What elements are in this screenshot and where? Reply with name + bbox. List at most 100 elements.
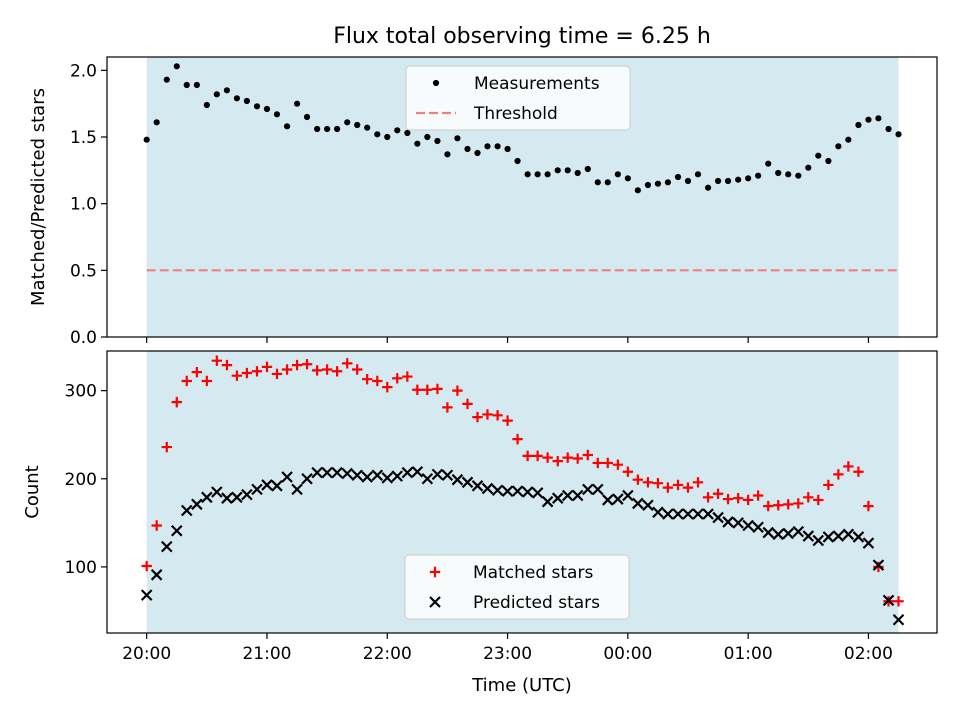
predicted-star-point: [812, 534, 825, 547]
matched-star-point: [472, 411, 483, 423]
measurement-point: [564, 167, 571, 174]
ratio-y-axis-label: Matched/Predicted stars: [28, 88, 49, 306]
predicted-star-point: [702, 508, 714, 520]
matched-star-point: [382, 381, 393, 393]
y-tick-label: 1.0: [70, 195, 97, 215]
matched-star-point: [793, 498, 804, 509]
predicted-star-point: [752, 521, 764, 534]
matched-star-point: [412, 384, 423, 395]
measurement-point: [364, 124, 371, 131]
matched-star-point: [492, 410, 503, 421]
matched-star-point: [271, 368, 283, 380]
measurement-point: [795, 172, 802, 179]
matched-star-point: [372, 375, 383, 387]
count-panel-frame: [106, 350, 938, 634]
predicted-star-point: [361, 471, 373, 483]
count-legend: Matched stars Predicted stars: [404, 554, 630, 620]
measurement-point: [414, 140, 421, 147]
matched-star-point: [502, 415, 513, 426]
matched-star-point: [181, 375, 192, 387]
measurement-point: [775, 169, 782, 177]
predicted-star-point: [211, 486, 223, 498]
x-tick-label: 00:00: [603, 644, 652, 664]
matched-star-point: [562, 452, 573, 463]
matched-star-point: [542, 452, 553, 463]
measurement-point: [694, 171, 702, 178]
matched-star-point: [763, 500, 774, 512]
ratio-panel: 0.00.51.01.52.0 Matched/Predicted stars …: [28, 56, 938, 348]
measurement-point: [464, 145, 471, 153]
measurement-point: [544, 171, 551, 178]
matched-star-point: [893, 596, 904, 607]
predicted-star-point: [451, 473, 464, 486]
predicted-star-point: [481, 482, 494, 495]
measurement-point: [314, 125, 321, 133]
matched-star-point: [552, 455, 563, 467]
matched-star-point: [803, 492, 814, 503]
measurement-point: [404, 129, 411, 137]
matched-star-point: [151, 520, 162, 531]
predicted-star-point: [501, 485, 514, 497]
measurement-point: [674, 173, 682, 181]
predicted-star-point: [521, 486, 534, 498]
measurement-point: [724, 177, 732, 185]
predicted-star-point: [782, 527, 794, 540]
predicted-star-point: [692, 508, 704, 520]
predicted-star-point: [271, 480, 283, 492]
legend-marker-measurements: [432, 79, 440, 87]
matched-star-point: [231, 370, 243, 381]
matched-star-point: [191, 366, 203, 378]
matched-star-point: [392, 373, 403, 384]
measurement-point: [634, 187, 641, 194]
x-tick-label: 20:00: [122, 644, 171, 664]
predicted-star-point: [672, 508, 684, 520]
matched-star-point: [702, 492, 714, 503]
measurement-point: [334, 125, 341, 133]
matched-star-point: [281, 364, 293, 375]
measurement-point: [504, 145, 511, 153]
measurement-point: [735, 176, 742, 183]
measurement-point: [805, 164, 812, 171]
measurement-point: [755, 172, 762, 179]
matched-star-point: [752, 490, 764, 501]
predicted-star-point: [712, 511, 724, 524]
predicted-star-point: [331, 466, 343, 479]
matched-star-point: [662, 482, 674, 493]
predicted-star-point: [321, 466, 333, 479]
predicted-star-point: [822, 531, 835, 543]
count-y-ticks: 100 200 300: [65, 382, 107, 578]
measurement-points: [143, 63, 902, 194]
predicted-star-point: [852, 531, 865, 543]
matched-star-point: [722, 493, 734, 505]
matched-star-point: [672, 479, 684, 491]
y-tick-label: 2.0: [70, 61, 97, 81]
measurement-point: [604, 179, 611, 186]
measurement-point: [384, 133, 391, 141]
measurement-point: [765, 160, 772, 167]
predicted-star-point: [762, 526, 775, 539]
predicted-star-point: [802, 530, 815, 542]
measurement-point: [434, 137, 441, 145]
y-tick-label: 100: [65, 558, 97, 578]
matched-star-point: [592, 457, 603, 469]
matched-star-point: [402, 371, 413, 382]
measurement-point: [524, 171, 531, 178]
predicted-star-point: [722, 516, 734, 528]
legend-label: Predicted stars: [473, 593, 600, 613]
measurement-point: [855, 121, 862, 129]
matched-star-point: [682, 482, 694, 493]
legend-label: Threshold: [473, 104, 558, 124]
ratio-legend: Measurements Threshold: [405, 65, 631, 131]
matched-star-point: [773, 500, 784, 511]
measurement-point: [745, 175, 752, 182]
matched-star-point: [813, 494, 824, 506]
predicted-star-point: [612, 493, 624, 505]
matched-star-point: [783, 499, 794, 510]
time-x-ticks: 20:00 21:00 22:00 23:00 00:00 01:00 02:00: [122, 633, 893, 664]
predicted-star-point: [140, 589, 153, 601]
matched-star-point: [452, 385, 463, 396]
predicted-star-point: [662, 508, 674, 520]
predicted-star-point: [221, 492, 233, 504]
measurement-point: [574, 169, 581, 177]
predicted-star-point: [531, 487, 544, 499]
